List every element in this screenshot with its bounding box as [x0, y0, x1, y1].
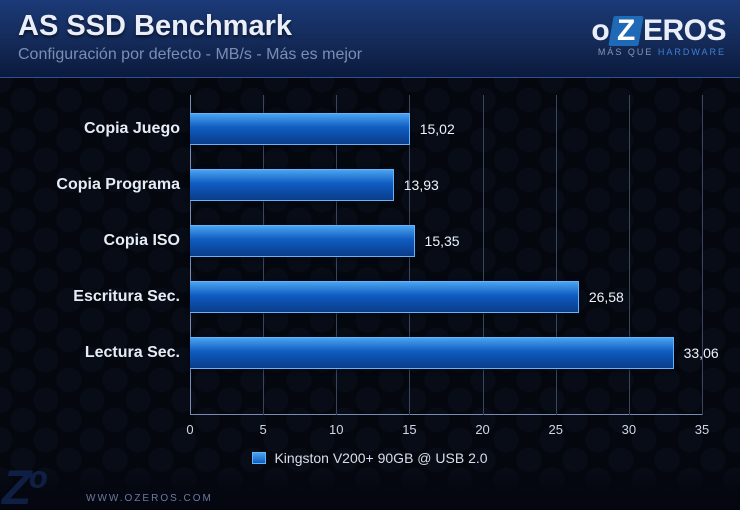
bar-value-label: 33,06: [684, 345, 719, 361]
legend: Kingston V200+ 90GB @ USB 2.0: [0, 450, 740, 466]
x-tick-label: 25: [548, 422, 562, 437]
legend-label: Kingston V200+ 90GB @ USB 2.0: [274, 450, 487, 466]
x-tick-label: 15: [402, 422, 416, 437]
x-axis-line: [190, 414, 702, 415]
category-label: Copia Juego: [5, 120, 180, 138]
x-tick-label: 5: [260, 422, 267, 437]
grid-line: [702, 95, 703, 415]
footer-corner-glyph: Zº: [2, 461, 41, 510]
x-tick-label: 20: [475, 422, 489, 437]
category-label: Copia ISO: [5, 232, 180, 250]
x-tick-label: 0: [186, 422, 193, 437]
bar-row: Copia Juego15,02: [190, 113, 702, 145]
footer: Zº WWW.OZEROS.COM: [0, 468, 740, 510]
legend-swatch: [252, 452, 266, 464]
brand-prefix: o: [591, 16, 609, 46]
footer-url: WWW.OZEROS.COM: [86, 493, 213, 504]
benchmark-chart: 05101520253035Copia Juego15,02Copia Prog…: [190, 95, 702, 415]
bar: [190, 113, 410, 145]
bar-row: Copia Programa13,93: [190, 169, 702, 201]
bar-value-label: 13,93: [404, 177, 439, 193]
bar: [190, 281, 579, 313]
bar-row: Lectura Sec.33,06: [190, 337, 702, 369]
bar: [190, 225, 415, 257]
bar-value-label: 15,35: [425, 233, 460, 249]
brand-logo: oZEROS MÁS QUE HARDWARE: [591, 16, 726, 57]
bar: [190, 337, 674, 369]
bar-value-label: 26,58: [589, 289, 624, 305]
brand-tagline-b: HARDWARE: [658, 47, 726, 57]
category-label: Escritura Sec.: [5, 288, 180, 306]
brand-suffix: EROS: [643, 16, 726, 46]
bar-row: Copia ISO15,35: [190, 225, 702, 257]
brand-z-chip: Z: [608, 16, 643, 46]
page-subtitle: Configuración por defecto - MB/s - Más e…: [18, 46, 362, 64]
bar-value-label: 15,02: [420, 121, 455, 137]
brand-tagline-a: MÁS QUE: [598, 47, 658, 57]
bar: [190, 169, 394, 201]
page-title: AS SSD Benchmark: [18, 10, 292, 43]
bar-row: Escritura Sec.26,58: [190, 281, 702, 313]
x-tick-label: 35: [695, 422, 709, 437]
x-tick-label: 30: [622, 422, 636, 437]
category-label: Copia Programa: [5, 176, 180, 194]
x-tick-label: 10: [329, 422, 343, 437]
category-label: Lectura Sec.: [5, 344, 180, 362]
